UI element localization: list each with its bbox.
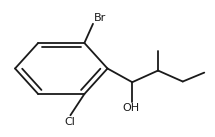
Text: OH: OH <box>123 103 140 113</box>
Text: Cl: Cl <box>64 117 75 127</box>
Text: Br: Br <box>94 13 106 23</box>
